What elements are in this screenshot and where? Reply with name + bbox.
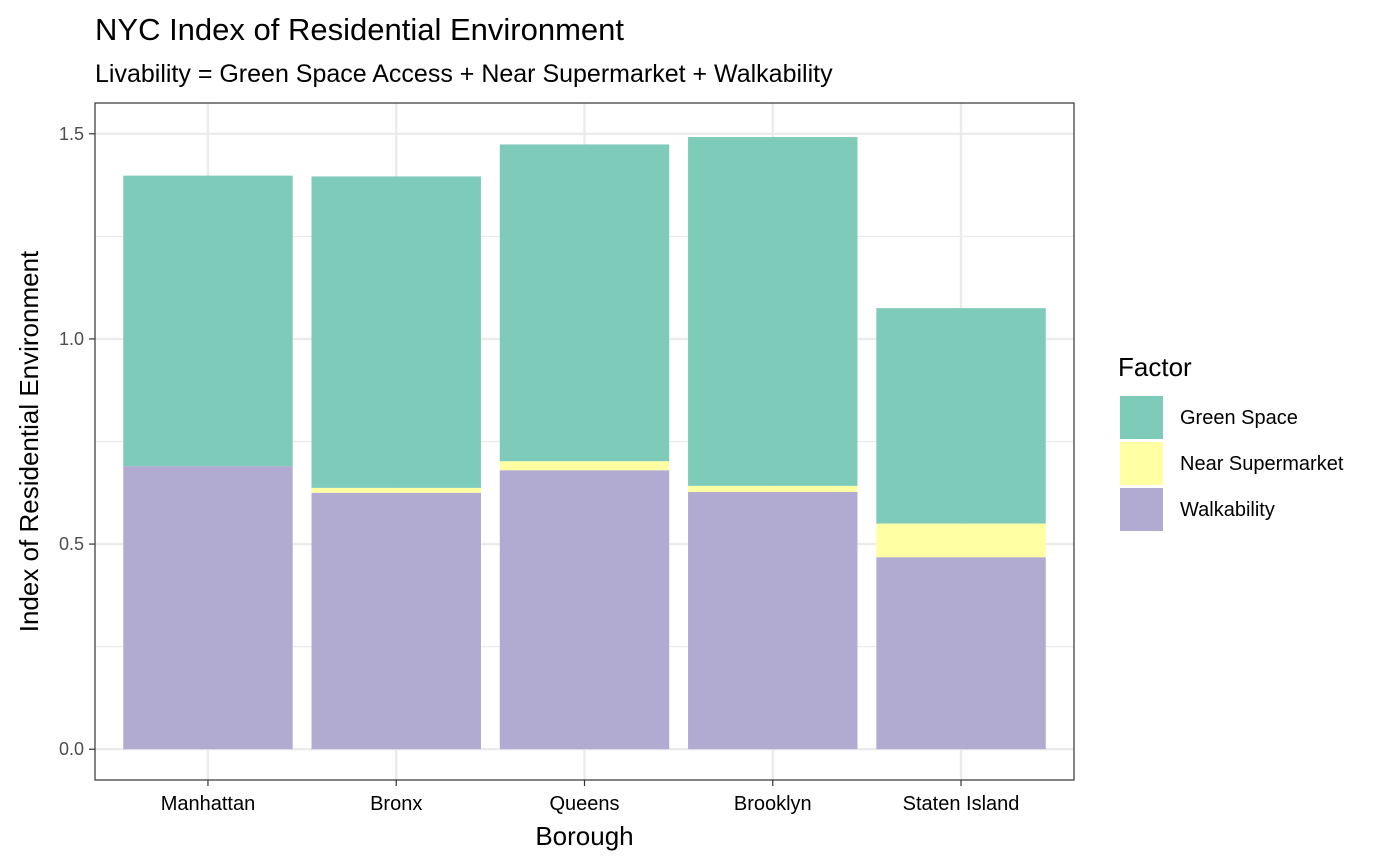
- x-tick-label: Manhattan: [161, 793, 256, 815]
- bar-near-supermarket-brooklyn: [688, 485, 858, 492]
- legend-title: Factor: [1118, 352, 1192, 382]
- legend-swatch-near-supermarket: [1120, 442, 1163, 485]
- bar-green-space-staten-island: [876, 308, 1046, 524]
- bar-walkability-brooklyn: [688, 491, 858, 750]
- bar-walkability-manhattan: [123, 466, 293, 750]
- bar-walkability-bronx: [311, 492, 481, 750]
- legend-label: Green Space: [1180, 407, 1298, 429]
- legend: Factor Green Space Near Supermarket Walkab…: [1118, 352, 1344, 531]
- bar-green-space-manhattan: [123, 175, 293, 467]
- bar-green-space-bronx: [311, 176, 481, 488]
- y-axis-title: Index of Residential Environment: [14, 250, 44, 632]
- axes: 0.0 0.5 1.0 1.5 Manhattan Bronx Queens Brooklyn…: [59, 124, 1019, 815]
- bar-green-space-queens: [499, 144, 670, 462]
- chart-subtitle: Livability = Green Space Access + Near S…: [95, 60, 833, 88]
- bar-near-supermarket-bronx: [311, 487, 481, 493]
- bar-near-supermarket-staten-island: [876, 523, 1046, 558]
- x-axis-title: Borough: [535, 821, 633, 851]
- bar-near-supermarket-queens: [499, 461, 670, 471]
- x-tick-label: Staten Island: [903, 793, 1020, 815]
- bar-walkability-queens: [499, 470, 670, 750]
- legend-swatch-green-space: [1120, 396, 1163, 439]
- y-tick-label: 0.5: [59, 534, 84, 554]
- chart-title: NYC Index of Residential Environment: [95, 12, 624, 47]
- x-tick-label: Queens: [549, 793, 619, 815]
- x-tick-label: Brooklyn: [734, 793, 812, 815]
- y-tick-label: 1.0: [59, 329, 84, 349]
- x-tick-label: Bronx: [370, 793, 422, 815]
- bar-walkability-staten-island: [876, 557, 1046, 750]
- legend-label: Walkability: [1180, 499, 1275, 521]
- legend-swatch-walkability: [1120, 488, 1163, 531]
- legend-label: Near Supermarket: [1180, 453, 1344, 475]
- bars: [123, 137, 1046, 750]
- y-tick-label: 0.0: [59, 739, 84, 759]
- bar-green-space-brooklyn: [688, 137, 858, 486]
- y-tick-label: 1.5: [59, 124, 84, 144]
